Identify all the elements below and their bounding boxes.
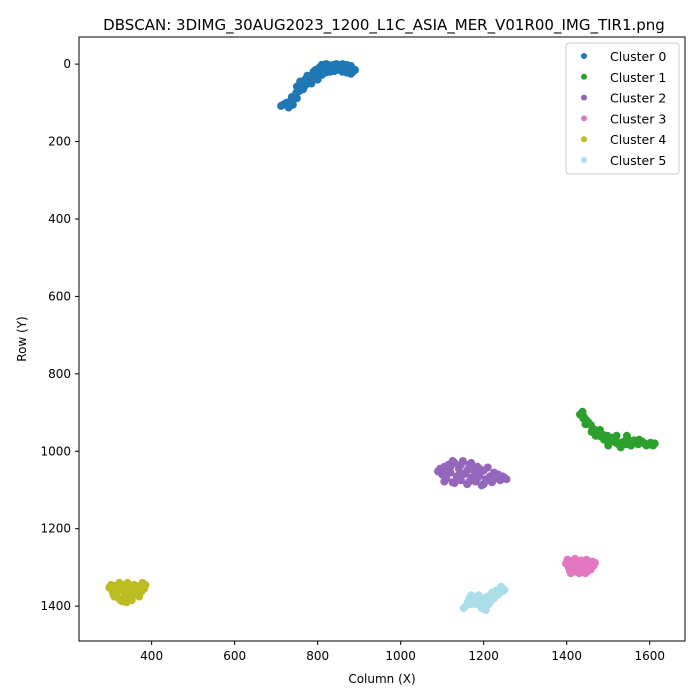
scatter-point (604, 441, 613, 450)
scatter-point (448, 457, 457, 465)
legend-items: Cluster 0 Cluster 1 Cluster 2 Cluster 3 Clus… (581, 49, 666, 168)
scatter-point (317, 60, 326, 69)
y-axis: 0 200 400 600 800 1000 1200 1400 (40, 57, 79, 613)
x-tick-label: 400 (140, 649, 163, 663)
scatter-point (635, 435, 644, 444)
scatter-point (338, 60, 347, 69)
scatter-point (303, 71, 312, 80)
series-cluster-5 (459, 582, 509, 614)
y-tick-label: 400 (48, 212, 71, 226)
scatter-point (612, 431, 621, 440)
scatter-point (463, 466, 472, 475)
legend-entry-label: Cluster 2 (610, 91, 666, 106)
scatter-point (292, 82, 301, 91)
scatter-point (124, 585, 133, 594)
legend-marker (581, 136, 587, 143)
scatter-point (474, 591, 483, 600)
scatter-point (575, 569, 584, 578)
x-axis: 400 600 800 1000 1200 1400 1600 (140, 641, 665, 663)
scatter-point (466, 600, 475, 609)
series-cluster-3 (561, 554, 599, 578)
x-tick-label: 800 (306, 649, 329, 663)
scatter-point (595, 426, 604, 434)
scatter-point (332, 64, 341, 72)
y-tick-label: 800 (48, 367, 71, 381)
scatter-point (568, 556, 577, 565)
scatter-point (135, 592, 144, 601)
chart-title: DBSCAN: 3DIMG_30AUG2023_1200_L1C_ASIA_ME… (103, 16, 665, 35)
scatter-point (627, 441, 635, 450)
y-tick-label: 1200 (40, 522, 71, 536)
scatter-point (473, 474, 482, 483)
x-tick-label: 600 (223, 649, 246, 663)
series-cluster-4 (105, 578, 150, 607)
scatter-point (115, 578, 124, 587)
scatter-point (487, 594, 496, 603)
y-tick-label: 600 (48, 289, 71, 303)
legend-marker (581, 115, 587, 122)
scatter-point (307, 79, 316, 88)
x-axis-label: Column (X) (348, 672, 415, 686)
x-tick-label: 1200 (468, 649, 499, 663)
scatter-point (454, 471, 463, 480)
scatter-point (123, 578, 132, 587)
scatter-point (616, 443, 625, 452)
legend-marker (581, 94, 587, 101)
scatter-point (313, 75, 322, 84)
legend-marker (581, 157, 587, 163)
series-cluster-1 (576, 407, 659, 452)
x-tick-label: 1400 (551, 649, 582, 663)
scatter-point (650, 439, 659, 448)
series-cluster-0 (277, 60, 359, 112)
scatter-point (309, 67, 318, 76)
scatter-point (440, 477, 449, 486)
scatter-point (481, 606, 490, 614)
scatter-point (118, 597, 127, 606)
scatter-point (497, 582, 506, 591)
scatter-point (571, 562, 580, 571)
plot-frame (78, 36, 686, 642)
scatter-point (502, 475, 511, 484)
y-axis-label: Row (Y) (15, 316, 29, 361)
scatter-point (110, 592, 119, 601)
scatter-point (141, 580, 150, 589)
legend-entry-label: Cluster 5 (610, 153, 666, 168)
x-tick-label: 1000 (385, 649, 416, 663)
legend-entry-label: Cluster 1 (610, 70, 666, 85)
scatter-point (456, 460, 465, 469)
points-layer (105, 60, 659, 614)
scatter-point (581, 563, 590, 572)
y-tick-label: 1000 (40, 444, 71, 458)
scatter-point (467, 458, 476, 467)
legend: Cluster 0 Cluster 1 Cluster 2 Cluster 3 Clus… (565, 42, 680, 175)
legend-marker (581, 73, 587, 80)
scatter-point (579, 414, 588, 423)
scatter-point (566, 569, 575, 578)
scatter-point (600, 435, 609, 444)
series-cluster-2 (434, 457, 511, 490)
y-tick-label: 0 (63, 57, 71, 71)
y-tick-label: 200 (48, 135, 71, 149)
legend-entry-label: Cluster 0 (610, 49, 666, 64)
scatter-point (483, 463, 492, 472)
legend-marker (581, 53, 587, 59)
scatter-point (450, 479, 459, 487)
legend-entry-label: Cluster 4 (610, 132, 666, 147)
scatter-point (587, 427, 596, 436)
scatter-point (465, 477, 474, 486)
scatter-point (587, 562, 596, 571)
scatter-point (127, 596, 136, 605)
scatter-point (131, 582, 140, 591)
scatter-point (622, 431, 631, 440)
y-tick-label: 1400 (40, 599, 71, 613)
x-tick-label: 1600 (634, 649, 665, 663)
legend-entry-label: Cluster 3 (610, 111, 666, 126)
legend-box (565, 42, 680, 175)
scatter-point (479, 480, 488, 489)
